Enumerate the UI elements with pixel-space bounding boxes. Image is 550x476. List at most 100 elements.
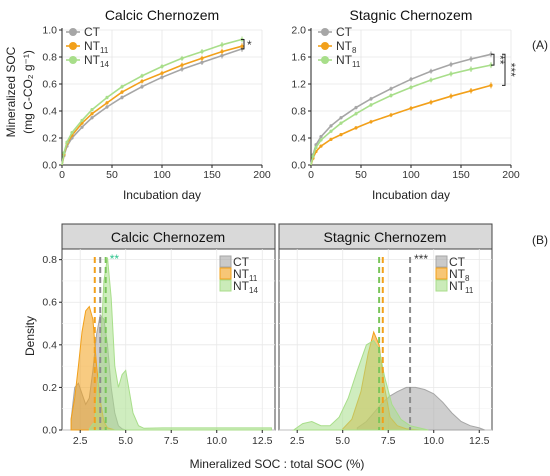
y-tick-label: 0.6 <box>42 79 57 91</box>
x-tick-label: 150 <box>452 169 470 181</box>
y-tick-label: 0.6 <box>42 297 57 309</box>
data-point <box>389 93 393 98</box>
data-point <box>90 108 94 112</box>
x-axis-label: Incubation day <box>372 188 450 202</box>
data-point <box>160 64 164 69</box>
legend-swatch <box>435 279 448 292</box>
data-point <box>449 72 453 76</box>
data-point <box>409 85 413 89</box>
y-tick-label: 2.0 <box>291 25 306 37</box>
data-point <box>65 140 69 144</box>
data-point <box>80 125 84 129</box>
facet-strip <box>61 223 276 250</box>
legend-label: NT14 <box>233 279 258 295</box>
y-tick-label: 0.0 <box>42 160 57 172</box>
data-point <box>429 78 433 82</box>
data-point <box>369 103 373 107</box>
data-point <box>329 124 333 128</box>
significance-bracket <box>502 53 506 86</box>
data-point <box>90 116 94 120</box>
series-line <box>310 64 492 166</box>
y-tick-label: 1.2 <box>291 79 306 91</box>
legend-swatch <box>435 255 448 268</box>
legend-label: NT8 <box>336 39 357 55</box>
data-point <box>449 62 453 67</box>
data-point <box>319 138 323 142</box>
y-tick-label: 0.4 <box>291 133 306 145</box>
data-point <box>489 83 493 87</box>
legend-label: CT <box>84 25 101 39</box>
legend-swatch <box>435 267 448 280</box>
y-tick-label: 0.8 <box>291 106 306 118</box>
data-point <box>354 106 358 110</box>
legend-marker <box>69 56 77 64</box>
y-tick-label: 0.4 <box>42 339 57 351</box>
significance-label: * <box>247 38 252 52</box>
density-chart-stagnic: Stagnic Chernozem *** 2.5 5.0 7.5 10.0 12.5 CT… <box>278 223 493 447</box>
data-point <box>140 85 144 89</box>
legend-marker <box>321 56 329 64</box>
data-point <box>62 151 66 155</box>
data-point <box>469 57 473 61</box>
legend-label: CT <box>449 255 466 269</box>
chart-title: Calcic Chernozem <box>105 7 219 23</box>
data-point <box>311 154 315 158</box>
data-point <box>140 74 144 78</box>
legend-swatch <box>219 255 232 268</box>
data-point <box>369 97 373 101</box>
data-point <box>389 113 393 117</box>
data-point <box>240 44 244 48</box>
data-point <box>339 133 343 137</box>
line-chart-calcic: Calcic Chernozem Mineralized SOC (mg C-C… <box>4 7 271 202</box>
legend-label: NT8 <box>449 267 470 283</box>
x-tick-label: 100 <box>402 169 420 181</box>
legend-marker <box>69 28 77 36</box>
legend-swatch <box>219 279 232 292</box>
data-point <box>389 87 393 91</box>
x-tick-label: 7.5 <box>381 435 396 447</box>
data-point <box>90 112 94 116</box>
data-point <box>319 144 323 148</box>
chart-title: Stagnic Chernozem <box>350 7 473 23</box>
data-point <box>369 120 373 124</box>
y-axis-label: Density <box>23 316 37 356</box>
data-point <box>469 89 473 93</box>
density-area <box>292 339 429 431</box>
y-tick-label: 0.8 <box>42 52 57 64</box>
panel-label-b: (B) <box>532 233 548 247</box>
significance-label: ** <box>493 55 507 65</box>
legend-label: NT11 <box>449 279 474 295</box>
legend-marker <box>69 42 77 50</box>
data-point <box>220 54 224 58</box>
legend-label: NT14 <box>84 53 109 69</box>
x-axis-label: Incubation day <box>123 188 201 202</box>
data-point <box>140 79 144 83</box>
y-tick-label: 0.0 <box>42 425 57 437</box>
data-point <box>339 116 343 120</box>
significance-bracket <box>491 53 495 66</box>
data-point <box>180 67 184 71</box>
data-point <box>180 56 184 60</box>
data-point <box>70 131 74 135</box>
x-tick-label: 50 <box>355 169 367 181</box>
data-point <box>120 95 124 100</box>
data-point <box>105 95 109 100</box>
y-axis-label: Mineralized SOC <box>4 46 18 137</box>
x-tick-label: 0 <box>308 169 314 181</box>
data-point <box>354 112 358 116</box>
data-point <box>160 75 164 79</box>
series-line <box>61 38 243 166</box>
data-point <box>180 63 184 67</box>
data-point <box>160 71 164 75</box>
data-point <box>319 135 323 139</box>
y-tick-label: 1.0 <box>42 25 57 37</box>
data-point <box>200 56 204 60</box>
facet-title: Stagnic Chernozem <box>324 229 447 245</box>
facet-strip <box>278 223 493 250</box>
x-tick-label: 200 <box>502 169 520 181</box>
data-point <box>105 105 109 109</box>
data-point <box>80 118 84 123</box>
x-tick-label: 2.5 <box>73 435 88 447</box>
data-point <box>220 43 224 47</box>
